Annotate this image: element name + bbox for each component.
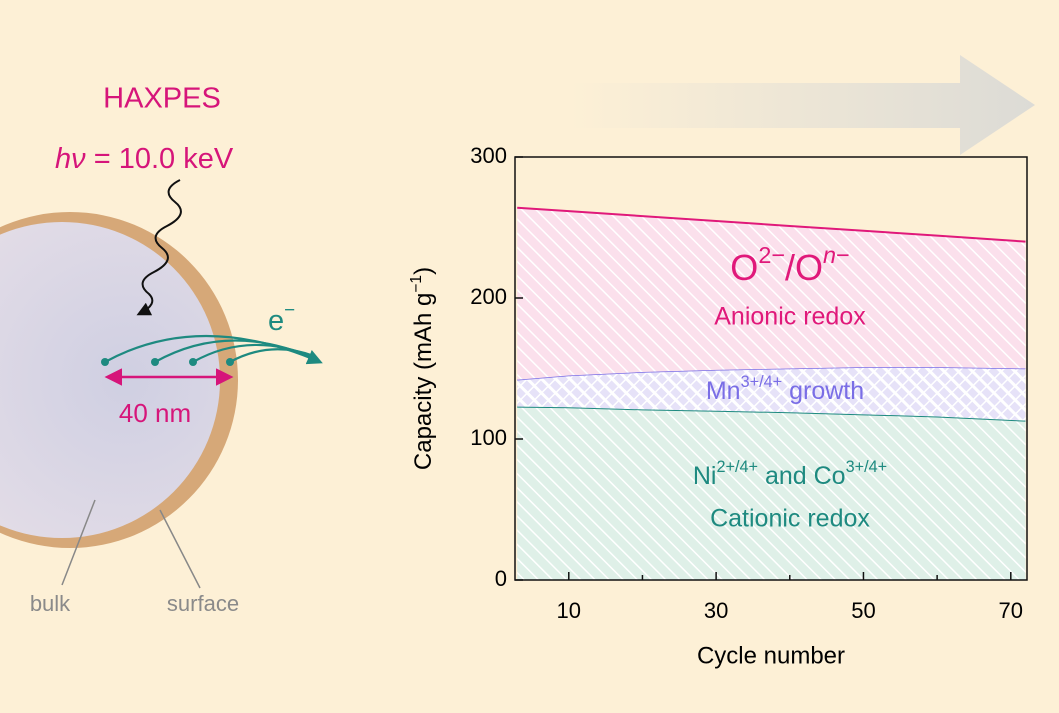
text-part: ν — [71, 143, 86, 175]
text-part: − — [284, 299, 295, 320]
text-part: 2+/4+ — [716, 458, 758, 476]
text-part: /O — [785, 247, 823, 288]
depth: 40 nm — [119, 398, 191, 428]
text-part: ) — [410, 267, 437, 275]
text-part: Mn — [706, 377, 741, 405]
text-part: − — [836, 242, 850, 268]
x-tick-label: 10 — [557, 598, 581, 623]
text-part: n — [823, 242, 836, 268]
area — [517, 208, 1025, 380]
text-part: O — [730, 247, 758, 288]
energy: hν = 10.0 keV — [55, 143, 234, 175]
surface-label: surface — [167, 591, 239, 616]
area — [517, 407, 1025, 580]
y-tick-label: 100 — [470, 425, 507, 450]
text-part: Capacity (mAh g — [410, 293, 437, 470]
text-part: growth — [782, 377, 864, 405]
x-tick-label: 30 — [704, 598, 728, 623]
figure: HAXPES hν = 10.0 keV e− 40 nm bulk surfa… — [0, 0, 1059, 708]
text-part: e — [268, 305, 284, 337]
electron-label: e− — [268, 299, 295, 336]
series-name: Cationic redox — [710, 505, 870, 533]
text-part: Ni — [693, 462, 717, 490]
y-tick-label: 0 — [495, 566, 507, 591]
x-tick-label: 50 — [851, 598, 875, 623]
text-part: = 10.0 keV — [86, 143, 234, 175]
technique: HAXPES — [103, 83, 221, 115]
y-axis-label: Capacity (mAh g−1) — [408, 267, 438, 470]
series-name: Anionic redox — [714, 303, 866, 331]
y-tick-label: 300 — [470, 143, 507, 168]
x-axis-label: Cycle number — [697, 642, 845, 669]
text-part: and Co — [758, 462, 846, 490]
x-tick-label: 70 — [999, 598, 1023, 623]
text-part: 3+/4+ — [846, 458, 888, 476]
text-part: 3+/4+ — [741, 373, 783, 391]
text-part: 2− — [758, 242, 785, 268]
bulk-label: bulk — [30, 591, 71, 616]
leader — [160, 510, 200, 588]
trend-arrow — [570, 55, 1035, 155]
chart: Ni2+/4+ and Co3+/4+Cationic redoxMn3+/4+… — [408, 143, 1027, 670]
text-part: h — [55, 143, 71, 175]
text-part: −1 — [408, 275, 425, 293]
area-label: Mn3+/4+ growth — [706, 373, 864, 404]
y-tick-label: 200 — [470, 284, 507, 309]
